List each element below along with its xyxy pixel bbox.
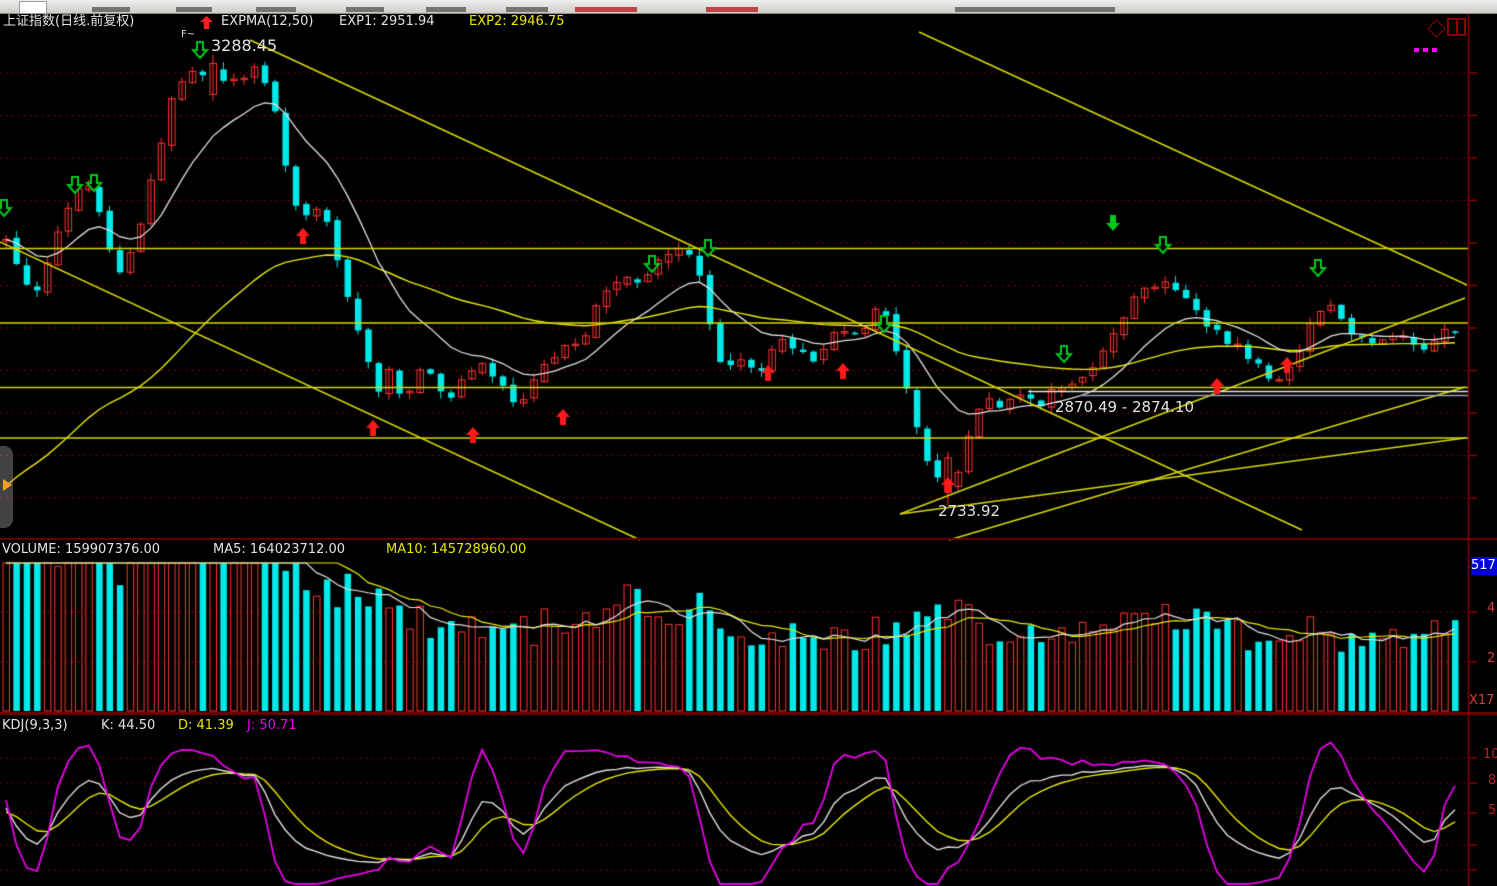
split-window-icon[interactable] <box>1447 18 1466 36</box>
toolbar-text-fragment <box>506 7 548 12</box>
toolbar-quote-red <box>706 7 758 12</box>
toolbar-cropped <box>0 0 1497 14</box>
volume-axis-multiplier: X17 <box>1469 693 1495 708</box>
volume-axis-current-badge: 517 <box>1471 557 1497 575</box>
toolbar-text-fragment <box>92 7 130 12</box>
kdj-axis-label: 10 <box>1483 747 1497 762</box>
volume-axis-tick: 4 <box>1487 601 1496 616</box>
gap-price-label: 2870.49 - 2874.10 <box>1055 398 1195 416</box>
kdj-axis-label: 5 <box>1488 803 1497 818</box>
toolbar-text-fragment <box>256 7 296 12</box>
peak-price-label: 3288.45 <box>211 36 278 55</box>
kdj-d-value: D: 41.39 <box>178 718 234 733</box>
symbol-title: 上证指数(日线.前复权) <box>3 14 135 29</box>
toolbar-text-fragment <box>426 7 466 12</box>
peak-marker: F~ <box>181 29 196 40</box>
indicator-name[interactable]: EXPMA(12,50) <box>221 14 314 29</box>
toolbar-text-fragment <box>346 7 384 12</box>
toolbar-button[interactable] <box>19 1 47 14</box>
expand-arrow-icon <box>3 479 12 491</box>
volume-ma10-label: MA10: 145728960.00 <box>386 542 527 557</box>
kdj-k-value: K: 44.50 <box>101 718 156 733</box>
volume-label[interactable]: VOLUME: 159907376.00 <box>2 542 161 557</box>
toolbar-quote-red <box>575 7 637 12</box>
exp2-value: EXP2: 2946.75 <box>469 14 565 29</box>
toolbar-text-fragment <box>955 7 1115 12</box>
volume-ma5-label: MA5: 164023712.00 <box>213 542 346 557</box>
more-dots-icon[interactable] <box>1414 37 1441 56</box>
volume-axis-tick: 2 <box>1487 651 1496 666</box>
panel-handle[interactable] <box>0 446 13 528</box>
window-divider <box>1455 20 1458 34</box>
kdj-axis-label: 8 <box>1488 773 1497 788</box>
toolbar-text-fragment <box>176 7 212 12</box>
low-price-label: 2733.92 <box>938 502 1001 520</box>
kdj-label[interactable]: KDJ(9,3,3) <box>2 718 68 733</box>
exp1-value: EXP1: 2951.94 <box>339 14 435 29</box>
kdj-j-value: J: 50.71 <box>247 718 297 733</box>
